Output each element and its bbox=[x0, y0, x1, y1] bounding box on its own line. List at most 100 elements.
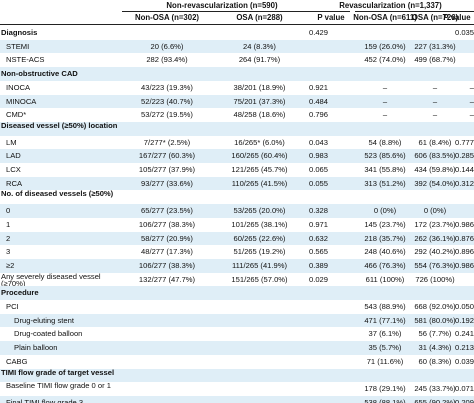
cell-osa-nonrevasc: 101/265 (38.1%) bbox=[231, 219, 288, 229]
cell-pvalue-nonrevasc: 0.389 bbox=[309, 260, 329, 270]
table-row: Baseline TIMI flow grade 0 or 1 178 (29.1… bbox=[0, 382, 474, 396]
row-label: No. of diseased vessels (≥50%) bbox=[1, 190, 114, 199]
cell-osa-revasc: – bbox=[432, 82, 438, 92]
cell-non-osa-nonrevasc bbox=[122, 286, 212, 300]
table-row: Plain balloon 35 (5.7%) 31 (4.3%) 0.213 bbox=[0, 341, 474, 355]
col-header-non-osa-revasc: Non-OSA (n=611) bbox=[353, 13, 417, 22]
cell-non-osa-revasc: 37 (6.1%) bbox=[368, 329, 402, 339]
group-underline-left bbox=[122, 11, 350, 12]
cell-non-osa-revasc: – bbox=[382, 110, 388, 120]
cell-osa-nonrevasc bbox=[212, 355, 307, 369]
table-row: Drug-eluting stent 471 (77.1%) 581 (80.0%)… bbox=[0, 313, 474, 328]
cell-non-osa-nonrevasc: 20 (6.6%) bbox=[150, 41, 184, 51]
row-label: Non-obstructive CAD bbox=[1, 69, 78, 79]
table-row: 3 48/277 (17.3%) 51/265 (19.2%) 0.565 248 (4… bbox=[0, 245, 474, 259]
row-label: 3 bbox=[6, 247, 11, 257]
cell-non-osa-revasc: 35 (5.7%) bbox=[368, 343, 402, 353]
cell-non-osa-revasc: 543 (88.9%) bbox=[364, 302, 406, 311]
cell-pvalue-revasc: 0.035 bbox=[454, 28, 474, 37]
cell-non-osa-nonrevasc: 48/277 (17.3%) bbox=[141, 247, 193, 257]
row-label: NSTE-ACS bbox=[6, 55, 45, 65]
cell-pvalue-revasc: 0.050 bbox=[454, 302, 474, 311]
cell-non-osa-nonrevasc bbox=[122, 67, 212, 81]
cell-osa-revasc: 172 (23.7%) bbox=[414, 219, 456, 229]
cell-osa-revasc: 0 (0%) bbox=[423, 206, 447, 216]
table-row: ≥2 106/277 (38.3%) 111/265 (41.9%) 0.389 466… bbox=[0, 258, 474, 273]
cell-osa-revasc: 581 (80.0%) bbox=[414, 315, 456, 325]
row-label: ≥2 bbox=[6, 260, 15, 270]
cell-osa-revasc: 227 (31.3%) bbox=[414, 41, 456, 51]
cell-osa-nonrevasc bbox=[212, 341, 307, 355]
cell-pvalue-revasc: 0.986 bbox=[454, 219, 474, 229]
table-row: TIMI flow grade of target vessel bbox=[0, 368, 474, 383]
cell-non-osa-revasc: 313 (51.2%) bbox=[364, 178, 406, 188]
cell-osa-revasc: 668 (92.0%) bbox=[414, 302, 456, 311]
cell-osa-nonrevasc: 53/265 (20.0%) bbox=[233, 206, 286, 216]
cell-osa-revasc: 61 (8.4%) bbox=[418, 137, 452, 147]
cell-pvalue-revasc: 0.039 bbox=[454, 356, 474, 366]
table-row: Any severely diseased vessel (≥70%) 132/2… bbox=[0, 273, 474, 287]
cell-pvalue-revasc bbox=[448, 204, 474, 218]
cell-pvalue-nonrevasc: 0.921 bbox=[309, 82, 329, 92]
table-row: Diseased vessel (≥50%) location bbox=[0, 121, 474, 136]
row-label: 1 bbox=[6, 219, 11, 229]
cell-non-osa-nonrevasc bbox=[122, 396, 212, 403]
table-row: 2 58/277 (20.9%) 60/265 (22.6%) 0.632 218 (3… bbox=[0, 231, 474, 246]
cell-osa-nonrevasc: 121/265 (45.7%) bbox=[231, 165, 288, 174]
table-row: STEMI 20 (6.6%) 24 (8.3%) 159 (26.0%) 227 (3… bbox=[0, 39, 474, 54]
cell-non-osa-nonrevasc: 132/277 (47.7%) bbox=[138, 274, 196, 284]
row-label: MINOCA bbox=[6, 96, 37, 106]
cell-osa-revasc: 726 (100%) bbox=[415, 274, 455, 284]
row-label: Final TIMI flow grade 3 bbox=[6, 397, 84, 403]
cell-osa-revasc: 60 (8.3%) bbox=[418, 356, 452, 366]
cell-pvalue-revasc bbox=[448, 369, 474, 383]
cell-non-osa-nonrevasc: 53/272 (19.5%) bbox=[141, 110, 193, 120]
col-header-non-osa-nonrevasc: Non-OSA (n=302) bbox=[134, 13, 200, 22]
col-header-pvalue-revasc: P value bbox=[443, 13, 471, 22]
cell-osa-nonrevasc bbox=[212, 122, 307, 136]
cell-pvalue-nonrevasc: 0.484 bbox=[309, 96, 329, 106]
cell-pvalue-revasc: 0.209 bbox=[454, 397, 474, 403]
table-row: No. of diseased vessels (≥50%) bbox=[0, 190, 474, 204]
cell-osa-nonrevasc bbox=[212, 327, 307, 341]
table-row: LM 7/277* (2.5%) 16/265* (6.0%) 0.043 54 (8.… bbox=[0, 136, 474, 150]
cell-pvalue-revasc: 0.241 bbox=[454, 329, 474, 339]
cell-non-osa-revasc: 178 (29.1%) bbox=[364, 384, 406, 394]
cell-osa-revasc: – bbox=[432, 110, 438, 120]
cell-non-osa-revasc: – bbox=[382, 96, 388, 106]
cell-pvalue-revasc: – bbox=[469, 110, 474, 120]
cell-non-osa-revasc: 71 (11.6%) bbox=[366, 356, 404, 366]
cell-pvalue-revasc: 0.876 bbox=[454, 233, 474, 243]
table-row: LCX 105/277 (37.9%) 121/265 (45.7%) 0.065 34… bbox=[0, 163, 474, 177]
cell-pvalue-revasc: 0.312 bbox=[454, 178, 474, 188]
cell-osa-nonrevasc: 160/265 (60.4%) bbox=[231, 151, 288, 161]
col-header-osa-nonrevasc: OSA (n=288) bbox=[236, 13, 283, 22]
row-label: Diagnosis bbox=[1, 28, 38, 37]
cell-pvalue-nonrevasc: 0.065 bbox=[309, 165, 329, 174]
cell-osa-revasc: 434 (59.8%) bbox=[414, 165, 456, 174]
row-label: Procedure bbox=[1, 288, 39, 298]
cell-pvalue-revasc bbox=[448, 122, 474, 136]
cell-osa-revasc: 292 (40.2%) bbox=[414, 247, 456, 257]
cell-non-osa-revasc: 218 (35.7%) bbox=[364, 233, 406, 243]
row-label: 2 bbox=[6, 233, 11, 243]
cell-non-osa-revasc: 248 (40.6%) bbox=[364, 247, 406, 257]
table-row: INOCA 43/223 (19.3%) 38/201 (18.9%) 0.921 – –… bbox=[0, 81, 474, 95]
cell-osa-nonrevasc: 110/265 (41.5%) bbox=[231, 178, 288, 188]
row-label: RCA bbox=[6, 178, 23, 188]
table-row: 0 65/277 (23.5%) 53/265 (20.0%) 0.328 0 (0%)… bbox=[0, 204, 474, 218]
group-underline-right bbox=[355, 11, 474, 12]
header-bottom-rule bbox=[0, 24, 474, 25]
cell-osa-revasc: 245 (33.7%) bbox=[414, 384, 456, 394]
table-row: Non-obstructive CAD bbox=[0, 67, 474, 81]
cell-non-osa-revasc: 145 (23.7%) bbox=[364, 219, 406, 229]
group-header-non-revascularization: Non-revascularization (n=590) bbox=[166, 1, 278, 10]
cell-osa-nonrevasc: 75/201 (37.3%) bbox=[233, 96, 286, 106]
cell-non-osa-revasc: – bbox=[382, 82, 388, 92]
cell-non-osa-nonrevasc bbox=[122, 355, 212, 369]
row-label: 0 bbox=[6, 206, 11, 216]
cell-non-osa-revasc: 523 (85.6%) bbox=[364, 151, 406, 161]
cell-non-osa-nonrevasc bbox=[122, 122, 212, 136]
cell-non-osa-nonrevasc: 7/277* (2.5%) bbox=[143, 137, 191, 147]
cell-non-osa-nonrevasc: 52/223 (40.7%) bbox=[141, 96, 193, 106]
